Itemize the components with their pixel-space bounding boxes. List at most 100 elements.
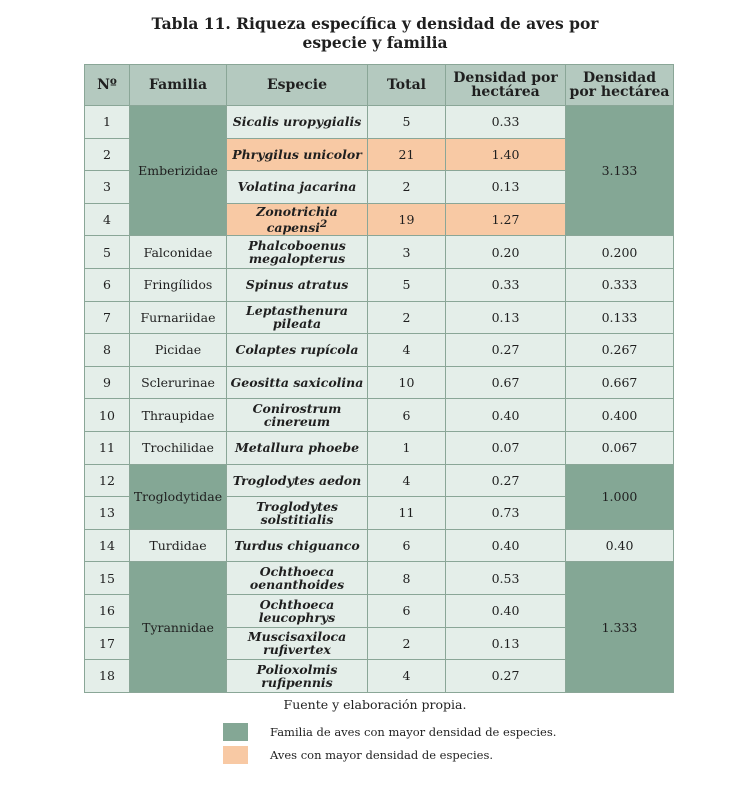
table-row: 6 Fringílidos Spinus atratus 5 0.33 0.33… <box>84 267 674 302</box>
family-density-cell: 1.000 <box>565 463 674 530</box>
row-number: 16 <box>84 593 130 628</box>
family-cell: Troglodytidae <box>129 463 227 530</box>
row-number: 11 <box>84 430 130 465</box>
row-number: 7 <box>84 300 130 335</box>
total-cell: 5 <box>367 105 446 139</box>
header-row: Nº Familia Especie Total Densidad por he… <box>84 64 674 106</box>
family-density-cell: 1.333 <box>565 561 674 693</box>
row-number: 13 <box>84 496 130 530</box>
family-density-cell: 0.40 <box>565 528 674 563</box>
legend-swatch-orange <box>223 746 248 764</box>
bird-density-table: Nº Familia Especie Total Densidad por he… <box>84 64 674 693</box>
row-number: 3 <box>84 170 130 204</box>
density-cell: 0.40 <box>445 398 566 432</box>
total-cell: 19 <box>367 202 446 237</box>
legend-item-species: Aves con mayor densidad de especies. <box>223 746 493 764</box>
family-cell: Picidae <box>129 333 227 367</box>
row-number: 9 <box>84 365 130 400</box>
header-density: Densidad por hectárea <box>445 64 566 106</box>
species-cell: Conirostrum cinereum <box>226 398 368 432</box>
species-name: Zonotrichia capensi <box>256 204 338 236</box>
row-number: 1 <box>84 105 130 139</box>
table-row: 5 Falconidae Phalcoboenus megalopterus 3… <box>84 235 674 269</box>
species-cell: Geositta saxicolina <box>226 365 368 400</box>
total-cell: 1 <box>367 430 446 465</box>
title-line-2: especie y familia <box>302 33 448 52</box>
table-row: 10 Thraupidae Conirostrum cinereum 6 0.4… <box>84 398 674 432</box>
total-cell: 6 <box>367 398 446 432</box>
table-row: 3 Volatina jacarina 2 0.13 <box>84 170 674 204</box>
family-density-cell: 0.267 <box>565 333 674 367</box>
family-density-cell: 0.133 <box>565 300 674 335</box>
table-row: 2 Phrygilus unicolor 21 1.40 <box>84 137 674 172</box>
density-cell: 0.53 <box>445 561 566 595</box>
family-cell: Sclerurinae <box>129 365 227 400</box>
density-cell: 0.20 <box>445 235 566 269</box>
species-cell: Leptasthenura pileata <box>226 300 368 335</box>
total-cell: 2 <box>367 626 446 661</box>
table-row: 1 Emberizidae Sicalis uropygialis 5 0.33… <box>84 104 674 237</box>
header-number: Nº <box>84 64 130 106</box>
table-row: 18 Polioxolmis rufipennis 4 0.27 <box>84 659 674 693</box>
species-cell: Troglodytes aedon <box>226 463 368 498</box>
density-cell: 0.27 <box>445 463 566 498</box>
total-cell: 4 <box>367 659 446 693</box>
family-cell: Tyrannidae <box>129 561 227 693</box>
table-row: 12 Troglodytidae Troglodytes aedon 4 0.2… <box>84 463 674 530</box>
density-cell: 0.40 <box>445 528 566 563</box>
total-cell: 11 <box>367 496 446 530</box>
density-cell: 0.07 <box>445 430 566 465</box>
row-number: 4 <box>84 202 130 237</box>
header-family: Familia <box>129 64 227 106</box>
family-cell: Falconidae <box>129 235 227 269</box>
species-cell: Phalcoboenus megalopterus <box>226 235 368 269</box>
total-cell: 2 <box>367 170 446 204</box>
family-density-cell: 0.400 <box>565 398 674 432</box>
species-cell: Volatina jacarina <box>226 170 368 204</box>
species-cell: Turdus chiguanco <box>226 528 368 563</box>
family-density-cell: 0.667 <box>565 365 674 400</box>
header-total: Total <box>367 64 446 106</box>
family-density-cell: 0.200 <box>565 235 674 269</box>
legend-item-family: Familia de aves con mayor densidad de es… <box>223 723 556 741</box>
species-cell: Ochthoeca leucophrys <box>226 593 368 628</box>
table-row: 11 Trochilidae Metallura phoebe 1 0.07 0… <box>84 430 674 465</box>
source-caption: Fuente y elaboración propia. <box>283 697 467 712</box>
row-number: 5 <box>84 235 130 269</box>
species-cell: Phrygilus unicolor <box>226 137 368 172</box>
family-density-cell: 0.333 <box>565 267 674 302</box>
family-cell: Emberizidae <box>129 104 227 237</box>
density-cell: 0.40 <box>445 593 566 628</box>
title-line-1: Tabla 11. Riqueza específica y densidad … <box>151 14 599 33</box>
table-row: 9 Sclerurinae Geositta saxicolina 10 0.6… <box>84 365 674 400</box>
density-cell: 0.67 <box>445 365 566 400</box>
total-cell: 21 <box>367 137 446 172</box>
header-species: Especie <box>226 64 368 106</box>
density-cell: 0.27 <box>445 659 566 693</box>
family-cell: Trochilidae <box>129 430 227 465</box>
legend-label: Aves con mayor densidad de especies. <box>270 748 494 762</box>
row-number: 14 <box>84 528 130 563</box>
total-cell: 4 <box>367 463 446 498</box>
legend-swatch-green <box>223 723 248 741</box>
total-cell: 6 <box>367 593 446 628</box>
family-density-cell: 0.067 <box>565 430 674 465</box>
density-cell: 0.13 <box>445 170 566 204</box>
table-row: 7 Furnariidae Leptasthenura pileata 2 0.… <box>84 300 674 335</box>
table-row: 15 Tyrannidae Ochthoeca oenanthoides 8 0… <box>84 561 674 693</box>
legend-label: Familia de aves con mayor densidad de es… <box>270 725 557 739</box>
family-cell: Turdidae <box>129 528 227 563</box>
family-cell: Furnariidae <box>129 300 227 335</box>
row-number: 6 <box>84 267 130 302</box>
species-cell: Muscisaxiloca rufivertex <box>226 626 368 661</box>
row-number: 10 <box>84 398 130 432</box>
density-cell: 0.27 <box>445 333 566 367</box>
table-row: 16 Ochthoeca leucophrys 6 0.40 <box>84 593 674 628</box>
species-cell: Ochthoeca oenanthoides <box>226 561 368 595</box>
density-cell: 0.33 <box>445 105 566 139</box>
species-cell: Sicalis uropygialis <box>226 105 368 139</box>
total-cell: 10 <box>367 365 446 400</box>
species-cell: Spinus atratus <box>226 267 368 302</box>
density-cell: 1.27 <box>445 202 566 237</box>
density-cell: 0.13 <box>445 626 566 661</box>
